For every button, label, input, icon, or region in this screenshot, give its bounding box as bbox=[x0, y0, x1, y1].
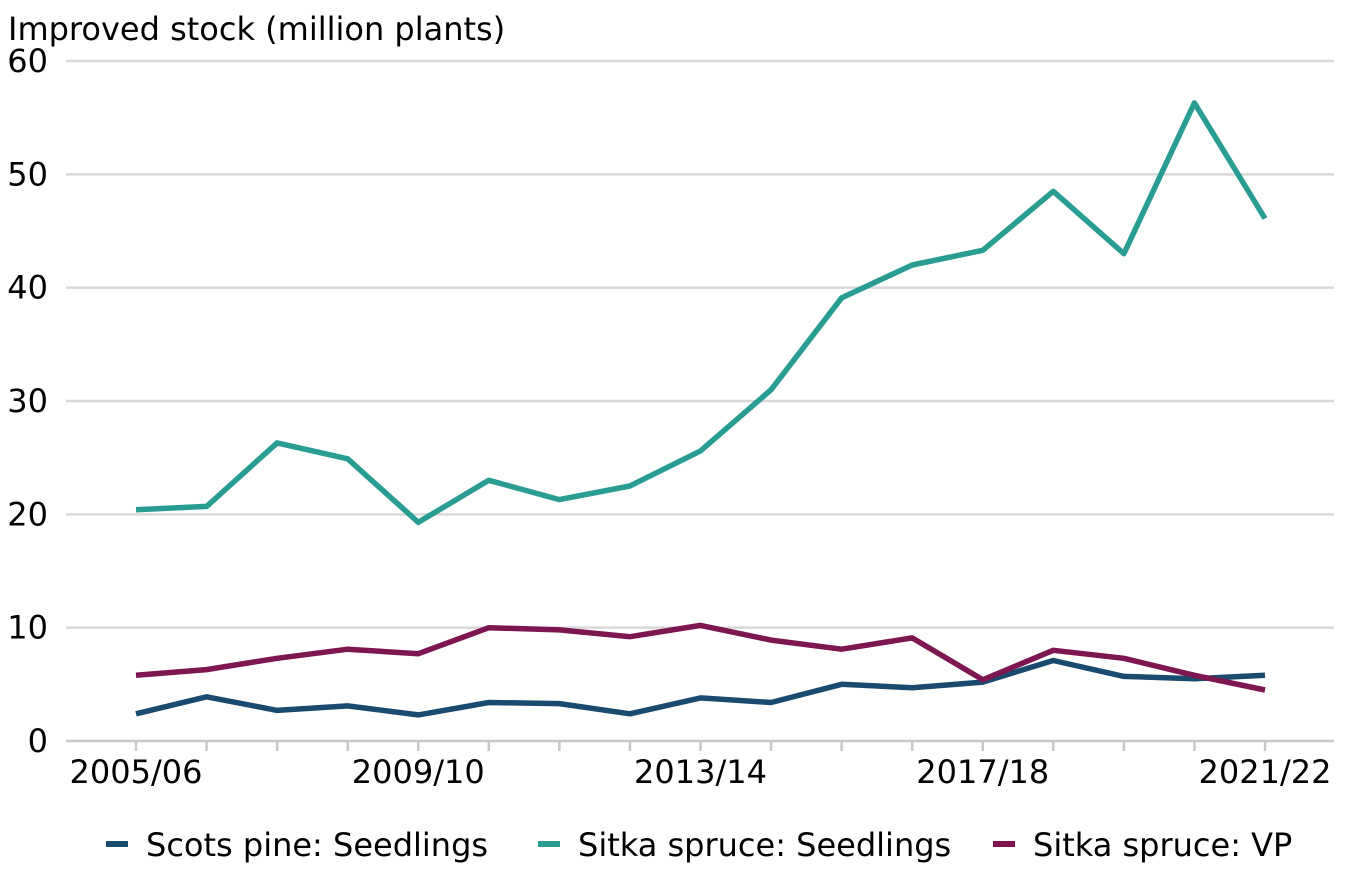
y-tick-label: 10 bbox=[7, 609, 48, 647]
y-tick-label: 0 bbox=[28, 722, 48, 760]
x-tick-label: 2017/18 bbox=[916, 753, 1049, 791]
y-axis-title: Improved stock (million plants) bbox=[8, 10, 505, 48]
series-line-2 bbox=[135, 100, 1268, 526]
x-tick-label: 2013/14 bbox=[634, 753, 767, 791]
x-tick-label: 2021/22 bbox=[1199, 753, 1332, 791]
x-tick-label: 2009/10 bbox=[352, 753, 485, 791]
series-line-1 bbox=[135, 657, 1266, 718]
y-tick-label: 60 bbox=[7, 42, 48, 80]
legend-label: Sitka spruce: Seedlings bbox=[578, 826, 951, 864]
x-tick-label: 2005/06 bbox=[70, 753, 203, 791]
y-tick-label: 20 bbox=[7, 495, 48, 533]
y-tick-label: 40 bbox=[7, 269, 48, 307]
y-tick-label: 50 bbox=[7, 155, 48, 193]
legend-label: Scots pine: Seedlings bbox=[146, 826, 488, 864]
y-tick-label: 30 bbox=[7, 382, 48, 420]
legend-label: Sitka spruce: VP bbox=[1033, 826, 1292, 864]
series-line-3 bbox=[135, 622, 1266, 693]
